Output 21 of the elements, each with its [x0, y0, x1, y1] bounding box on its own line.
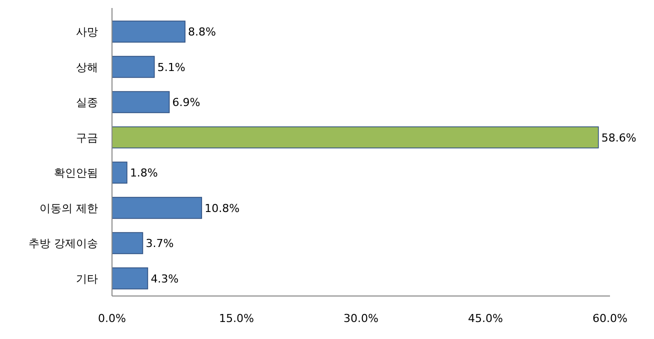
- y-tick-label: 구금: [76, 131, 98, 144]
- data-label: 5.1%: [157, 60, 186, 74]
- y-tick-label: 추방 강제이송: [28, 237, 98, 250]
- x-tick-label: 60.0%: [592, 312, 628, 325]
- y-tick-label: 확인안됨: [54, 166, 98, 180]
- data-label: 4.3%: [150, 272, 179, 286]
- data-label: 8.8%: [188, 26, 216, 39]
- y-tick-label: 상해: [76, 60, 98, 74]
- data-label: 6.9%: [172, 96, 200, 110]
- x-tick-label: 0.0%: [98, 312, 126, 325]
- y-tick-label: 기타: [76, 272, 98, 286]
- y-tick-label: 실종: [76, 96, 98, 110]
- data-label: 3.7%: [146, 237, 174, 250]
- x-tick-label: 30.0%: [344, 312, 378, 325]
- x-tick-label: 45.0%: [468, 312, 503, 325]
- y-tick-label: 사망: [76, 26, 98, 39]
- data-label: 58.6%: [601, 131, 636, 144]
- y-tick-label: 이동의 제한: [40, 202, 98, 215]
- x-tick-label: 15.0%: [219, 312, 254, 325]
- data-label: 10.8%: [204, 202, 240, 215]
- data-label: 1.8%: [130, 166, 158, 180]
